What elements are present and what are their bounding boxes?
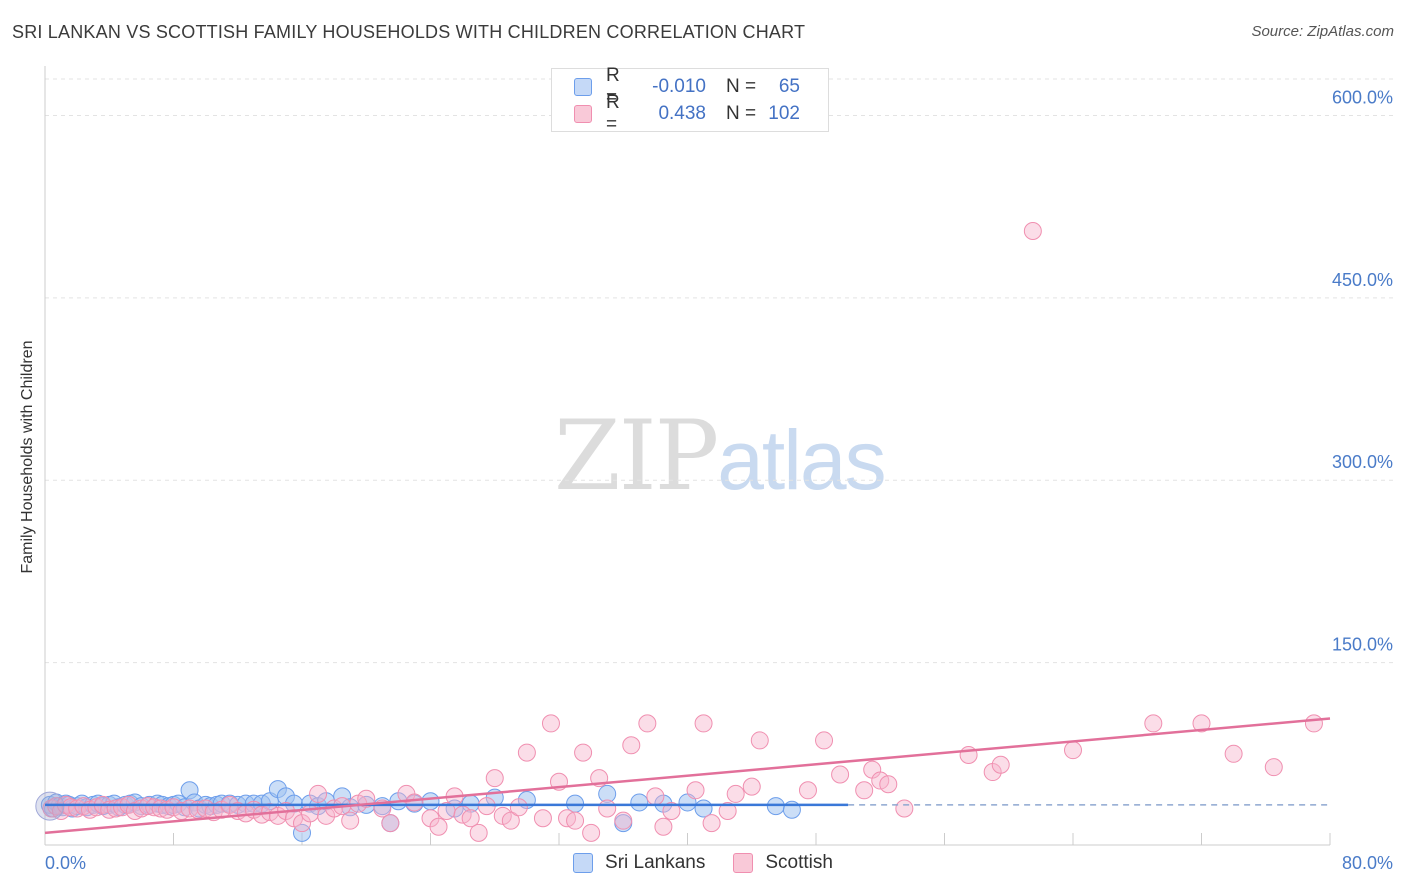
legend-row-sri-lankans: R = -0.010 N = 65	[574, 65, 800, 108]
legend-r-value: 0.438	[658, 103, 706, 124]
chart-title: SRI LANKAN VS SCOTTISH FAMILY HOUSEHOLDS…	[12, 22, 806, 42]
point-scottish	[694, 714, 713, 733]
point-scottish	[654, 817, 673, 836]
point-scottish	[429, 817, 448, 836]
point-scottish	[798, 781, 817, 800]
point-sri-lankans	[421, 792, 440, 811]
point-scottish	[622, 736, 641, 755]
legend-label-sri-lankans: Sri Lankans	[605, 852, 706, 873]
series-legend: Sri Lankans Scottish	[0, 852, 1406, 874]
point-scottish	[718, 801, 737, 820]
legend-r-value: -0.010	[652, 76, 706, 97]
point-scottish	[702, 814, 721, 833]
watermark-atlas: atlas	[717, 413, 886, 507]
point-scottish	[405, 793, 424, 812]
y-tick-label: 300.0%	[1332, 452, 1393, 472]
point-scottish	[895, 799, 914, 818]
point-scottish	[517, 743, 536, 762]
point-scottish	[831, 765, 850, 784]
point-scottish	[469, 823, 488, 842]
point-scottish	[541, 714, 560, 733]
legend-row-scottish: R = 0.438 N = 102	[574, 92, 800, 135]
point-scottish	[1192, 714, 1211, 733]
point-scottish	[566, 811, 585, 830]
point-scottish	[461, 809, 480, 828]
point-scottish	[686, 781, 705, 800]
point-scottish	[1224, 744, 1243, 763]
legend-item-scottish[interactable]: Scottish	[733, 852, 833, 874]
point-scottish	[485, 769, 504, 788]
legend-swatch-sri-lankans	[574, 78, 592, 96]
legend-n-value: 65	[778, 76, 800, 97]
legend-swatch-scottish	[733, 853, 754, 873]
point-scottish	[1304, 714, 1323, 733]
y-tick-label: 150.0%	[1332, 635, 1393, 655]
point-scottish	[855, 781, 874, 800]
point-scottish	[341, 811, 360, 830]
legend-label-scottish: Scottish	[765, 852, 833, 873]
legend-r-label: R =	[606, 92, 620, 135]
point-sri-lankans	[293, 823, 311, 842]
legend-n-label: N =	[726, 103, 757, 124]
point-scottish	[662, 801, 681, 820]
point-scottish	[1144, 714, 1163, 733]
legend-r-label: R =	[606, 65, 620, 108]
watermark: ZIPatlas	[554, 400, 887, 512]
y-tick-label: 600.0%	[1332, 87, 1393, 107]
point-scottish	[815, 731, 834, 750]
point-scottish	[646, 787, 665, 806]
point-sri-lankans	[598, 784, 617, 803]
point-scottish	[598, 799, 617, 818]
point-scottish	[309, 784, 328, 803]
point-scottish	[1064, 741, 1082, 760]
point-scottish	[52, 801, 71, 820]
point-scottish	[582, 823, 601, 842]
legend-item-sri-lankans[interactable]: Sri Lankans	[573, 852, 705, 874]
legend-swatch-scottish	[574, 105, 592, 123]
point-scottish	[879, 775, 898, 794]
point-scottish	[381, 814, 400, 833]
point-scottish	[574, 743, 593, 762]
watermark-zip: ZIP	[554, 400, 719, 512]
y-tick-label: 450.0%	[1332, 270, 1393, 290]
point-scottish	[614, 811, 633, 830]
point-scottish	[61, 798, 80, 817]
point-scottish	[1023, 221, 1042, 240]
point-scottish	[301, 804, 320, 823]
legend-n-value: 102	[768, 103, 800, 124]
point-scottish	[991, 755, 1010, 774]
source-label: Source: ZipAtlas.com	[1251, 23, 1394, 40]
x-tick-label: 0.0%	[45, 853, 86, 873]
point-scottish	[726, 784, 745, 803]
legend-swatch-sri-lankans	[573, 853, 594, 873]
point-scottish	[750, 731, 769, 750]
legend-n-label: N =	[726, 76, 757, 97]
point-scottish	[742, 777, 761, 796]
x-tick-label: 80.0%	[1342, 853, 1393, 873]
point-sri-lankans	[630, 793, 649, 812]
point-scottish	[638, 714, 657, 733]
point-scottish	[509, 798, 528, 817]
point-scottish	[533, 809, 552, 828]
point-scottish	[1264, 758, 1283, 777]
correlation-legend: R = -0.010 N = 65 R = 0.438 N = 102	[551, 65, 829, 135]
trend-line-scottish	[44, 717, 1331, 835]
point-scottish	[501, 811, 520, 830]
